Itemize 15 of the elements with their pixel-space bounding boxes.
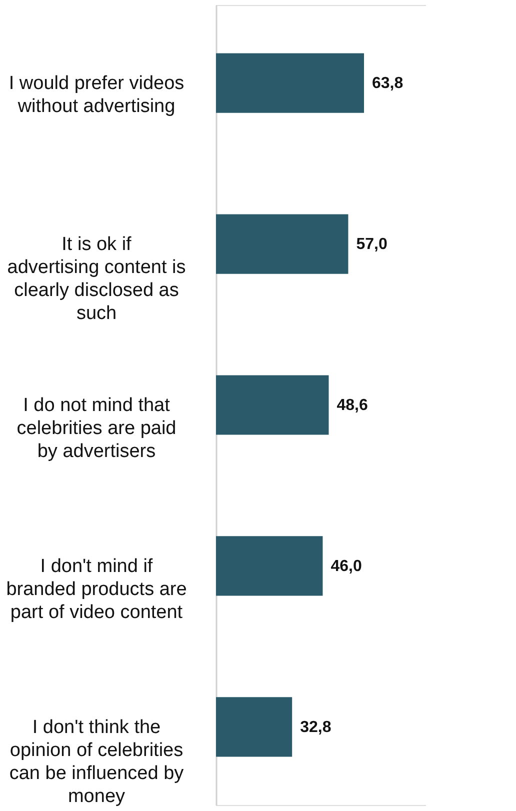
bar: [216, 697, 292, 757]
data-label: 57,0: [356, 236, 388, 254]
y-tick-label: It is ok if advertising content is clearly disclosed as such: [7, 234, 186, 324]
y-tick-label: I don't think the opinion of celebrities can be influenced by money: [9, 716, 184, 807]
bar: [216, 214, 348, 274]
data-label: 32,8: [300, 718, 332, 736]
y-tick-label: I don't mind if branded products are part of video content: [6, 556, 187, 623]
data-label: 48,6: [336, 397, 368, 414]
bar: [216, 53, 364, 113]
data-label: 46,0: [330, 558, 362, 575]
y-tick-label: I would prefer videos without advertising: [8, 73, 184, 118]
y-tick-label: I do not mind that celebrities are paid by advertisers: [16, 395, 176, 462]
bar: [216, 375, 329, 435]
bar: [216, 536, 323, 596]
data-label: 63,8: [372, 75, 404, 92]
